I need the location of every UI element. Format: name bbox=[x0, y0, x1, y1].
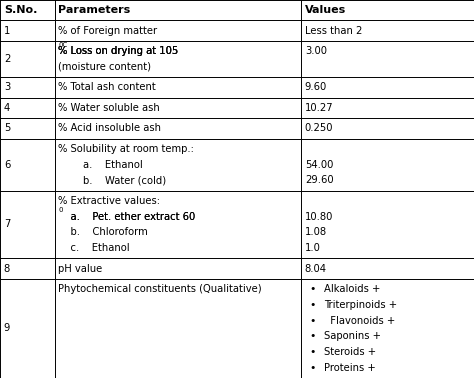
Text: (moisture content): (moisture content) bbox=[58, 62, 151, 72]
Text: % Total ash content: % Total ash content bbox=[58, 82, 156, 92]
Text: 1.08: 1.08 bbox=[305, 227, 327, 237]
Text: 8.04: 8.04 bbox=[305, 263, 327, 274]
Text: Triterpinoids +: Triterpinoids + bbox=[324, 300, 397, 310]
Text: 6: 6 bbox=[4, 160, 10, 170]
Text: •: • bbox=[310, 363, 316, 373]
Text: 8: 8 bbox=[4, 263, 10, 274]
Text: Saponins +: Saponins + bbox=[324, 331, 381, 341]
Text: 9: 9 bbox=[4, 324, 10, 333]
Text: % Water soluble ash: % Water soluble ash bbox=[58, 103, 160, 113]
Text: Parameters: Parameters bbox=[58, 5, 130, 15]
Text: 1.0: 1.0 bbox=[305, 243, 320, 253]
Text: 10.27: 10.27 bbox=[305, 103, 333, 113]
Text: % Loss on drying at 105: % Loss on drying at 105 bbox=[58, 46, 179, 56]
Text: 3: 3 bbox=[4, 82, 10, 92]
Text: % Loss on drying at 105: % Loss on drying at 105 bbox=[58, 46, 179, 56]
Text: Less than 2: Less than 2 bbox=[305, 26, 362, 36]
Text: % of Foreign matter: % of Foreign matter bbox=[58, 26, 157, 36]
Text: % Acid insoluble ash: % Acid insoluble ash bbox=[58, 123, 161, 133]
Text: Proteins +: Proteins + bbox=[324, 363, 375, 373]
Text: 0: 0 bbox=[58, 208, 63, 214]
Text: pH value: pH value bbox=[58, 263, 102, 274]
Text: •: • bbox=[310, 284, 316, 294]
Text: Values: Values bbox=[305, 5, 346, 15]
Text: Phytochemical constituents (Qualitative): Phytochemical constituents (Qualitative) bbox=[58, 284, 262, 294]
Text: •: • bbox=[310, 331, 316, 341]
Text: a.    Pet. ether extract 60: a. Pet. ether extract 60 bbox=[58, 212, 196, 222]
Text: 0C: 0C bbox=[58, 42, 68, 48]
Text: % Loss on drying at 105: % Loss on drying at 105 bbox=[58, 46, 179, 56]
Text: % Loss on drying at 105: % Loss on drying at 105 bbox=[58, 46, 179, 56]
Text: •: • bbox=[310, 300, 316, 310]
Text: 9.60: 9.60 bbox=[305, 82, 327, 92]
Text: Alkaloids +: Alkaloids + bbox=[324, 284, 380, 294]
Text: 5: 5 bbox=[4, 123, 10, 133]
Text: 1: 1 bbox=[4, 26, 10, 36]
Text: b.    Water (cold): b. Water (cold) bbox=[58, 175, 166, 185]
Text: •: • bbox=[310, 316, 316, 325]
Text: % Solubility at room temp.:: % Solubility at room temp.: bbox=[58, 144, 194, 154]
Text: Flavonoids +: Flavonoids + bbox=[324, 316, 395, 325]
Text: 29.60: 29.60 bbox=[305, 175, 333, 185]
Text: a.    Pet. ether extract 60: a. Pet. ether extract 60 bbox=[58, 212, 196, 222]
Text: b.    Chloroform: b. Chloroform bbox=[58, 227, 148, 237]
Text: 2: 2 bbox=[4, 54, 10, 64]
Text: 7: 7 bbox=[4, 220, 10, 229]
Text: S.No.: S.No. bbox=[4, 5, 37, 15]
Text: 10.80: 10.80 bbox=[305, 212, 333, 222]
Text: 4: 4 bbox=[4, 103, 10, 113]
Text: Steroids +: Steroids + bbox=[324, 347, 376, 357]
Text: % Loss on drying at 105: % Loss on drying at 105 bbox=[58, 46, 179, 56]
Text: a.    Ethanol: a. Ethanol bbox=[58, 160, 143, 170]
Text: c.    Ethanol: c. Ethanol bbox=[58, 243, 130, 253]
Text: % Extractive values:: % Extractive values: bbox=[58, 196, 160, 206]
Text: 54.00: 54.00 bbox=[305, 160, 333, 170]
Text: 0.250: 0.250 bbox=[305, 123, 333, 133]
Text: •: • bbox=[310, 347, 316, 357]
Text: 3.00: 3.00 bbox=[305, 46, 327, 56]
